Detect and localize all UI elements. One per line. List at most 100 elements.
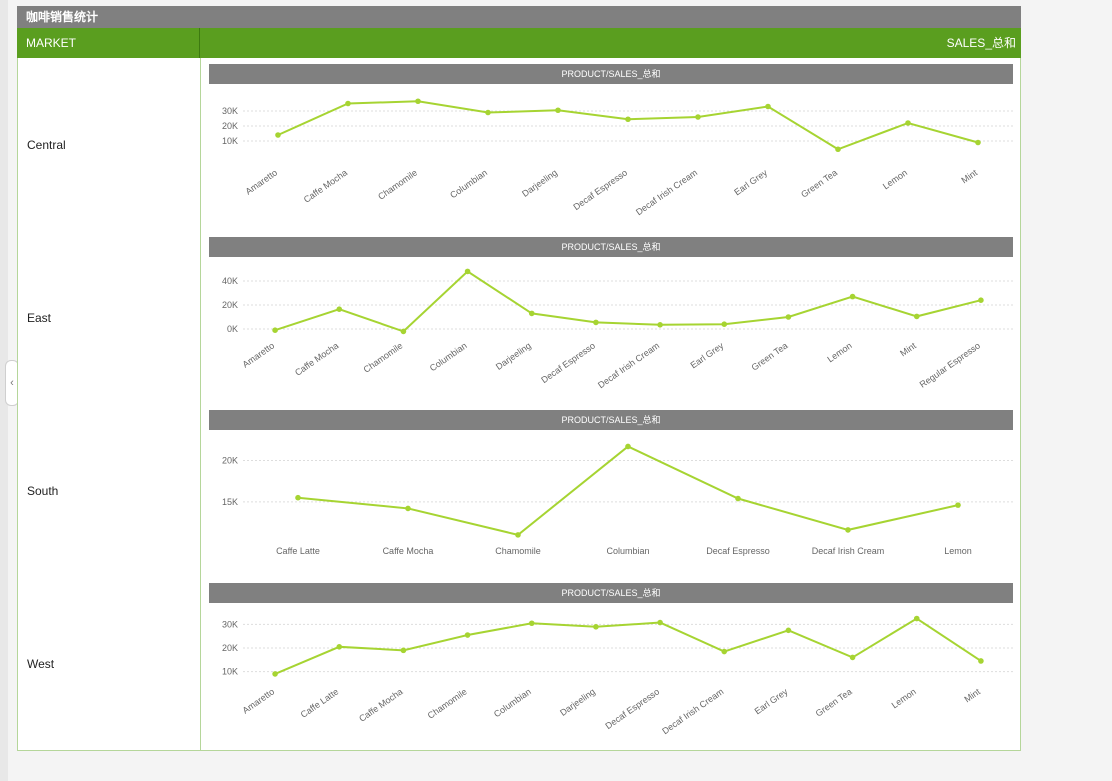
data-point: [785, 314, 792, 320]
data-point: [555, 107, 561, 114]
x-tick-label: Caffe Mocha: [383, 546, 434, 556]
x-tick-label: Decaf Espresso: [571, 167, 629, 212]
chart-title-bar: [209, 583, 1013, 603]
x-tick-label: Decaf Irish Cream: [596, 340, 661, 390]
y-tick-label: 15K: [222, 497, 238, 507]
data-point: [978, 297, 984, 303]
x-tick-label: Regular Espresso: [918, 340, 982, 389]
data-point: [721, 648, 728, 655]
x-tick-label: Columbian: [492, 686, 533, 719]
chart-title: PRODUCT/SALES_总和: [561, 587, 660, 598]
y-tick-label: 20K: [222, 121, 238, 131]
data-point: [835, 146, 841, 153]
data-point: [295, 494, 301, 501]
data-point: [405, 505, 411, 512]
y-tick-label: 10K: [222, 667, 238, 677]
series-line: [274, 617, 982, 675]
x-tick-label: Green Tea: [799, 167, 839, 199]
data-point: [400, 647, 407, 654]
chart-cell: PRODUCT/SALES_总和 15K 20K Caffe Latte Caffe M…: [201, 404, 1020, 577]
market-label: West: [27, 657, 55, 671]
data-point: [849, 293, 856, 300]
x-tick-label: Chamomile: [376, 167, 419, 201]
data-point: [275, 132, 281, 138]
data-point: [721, 321, 728, 327]
line-chart[interactable]: PRODUCT/SALES_总和 0K 20K 40K Amaretto Caffe Mo…: [201, 231, 1020, 404]
x-tick-label: Amaretto: [241, 686, 277, 715]
y-tick-label: 40K: [222, 276, 238, 286]
x-tick-label: Lemon: [825, 340, 853, 364]
chart-title: PRODUCT/SALES_总和: [561, 241, 660, 252]
y-tick-label: 10K: [222, 136, 238, 146]
x-tick-label: Darjeeling: [558, 686, 597, 717]
data-point: [485, 109, 491, 116]
data-point: [975, 139, 981, 146]
data-point: [528, 620, 535, 627]
data-point: [464, 632, 471, 638]
table-row: West PRODUCT/SALES_总和 10K 20K 30K Amaretto Ca…: [17, 577, 1021, 751]
data-point: [849, 654, 856, 661]
x-tick-label: Decaf Espresso: [539, 340, 597, 385]
x-tick-label: Caffe Latte: [276, 546, 320, 556]
market-cell: Central: [18, 58, 201, 231]
x-tick-label: Columbian: [428, 340, 469, 373]
data-point: [625, 116, 631, 123]
data-point: [528, 310, 535, 317]
chart-cell: PRODUCT/SALES_总和 10K 20K 30K Amaretto Caffe M…: [201, 58, 1020, 231]
market-label: East: [27, 311, 52, 325]
chart-cell: PRODUCT/SALES_总和 10K 20K 30K Amaretto Caffe L…: [201, 577, 1020, 750]
x-tick-label: Decaf Irish Cream: [660, 686, 725, 736]
data-point: [913, 313, 920, 320]
x-tick-label: Green Tea: [750, 340, 790, 372]
market-label: Central: [27, 138, 66, 152]
line-chart[interactable]: PRODUCT/SALES_总和 10K 20K 30K Amaretto Caffe M…: [201, 58, 1020, 231]
data-point: [955, 502, 961, 508]
header-divider: [199, 28, 200, 58]
data-point: [978, 658, 984, 664]
x-tick-label: Lemon: [890, 686, 918, 710]
x-tick-label: Amaretto: [243, 167, 279, 196]
header-sales[interactable]: SALES_总和: [946, 36, 1016, 50]
line-chart[interactable]: PRODUCT/SALES_总和 10K 20K 30K Amaretto Caffe L…: [201, 577, 1020, 750]
x-tick-label: Chamomile: [426, 686, 469, 720]
data-point: [400, 328, 407, 335]
x-tick-label: Caffe Mocha: [357, 686, 404, 723]
data-point: [415, 98, 421, 105]
x-tick-label: Decaf Espresso: [603, 686, 661, 731]
y-tick-label: 20K: [222, 643, 238, 653]
y-tick-label: 20K: [222, 456, 238, 466]
data-point: [272, 671, 278, 677]
data-point: [464, 268, 471, 275]
data-point: [657, 322, 663, 328]
x-tick-label: Earl Grey: [689, 340, 726, 370]
data-point: [593, 319, 599, 326]
line-chart[interactable]: PRODUCT/SALES_总和 15K 20K Caffe Latte Caffe M…: [201, 404, 1020, 577]
chart-title-bar: [209, 410, 1013, 430]
data-point: [515, 532, 521, 538]
x-tick-label: Caffe Latte: [299, 686, 341, 719]
table-row: East PRODUCT/SALES_总和 0K 20K 40K Amaretto Caf…: [17, 231, 1021, 405]
x-tick-label: Green Tea: [814, 686, 854, 718]
report-panel: 咖啡销售统计 MARKET SALES_总和 Central PRODUCT/S…: [17, 6, 1021, 751]
x-tick-label: Decaf Irish Cream: [812, 546, 885, 556]
table-header: MARKET SALES_总和: [17, 28, 1021, 58]
table-row: Central PRODUCT/SALES_总和 10K 20K 30K Amarett…: [17, 58, 1021, 232]
x-tick-label: Chamomile: [495, 546, 541, 556]
data-point: [905, 120, 911, 126]
data-point: [625, 443, 631, 450]
x-tick-label: Caffe Mocha: [293, 340, 340, 377]
data-point: [765, 103, 771, 110]
chart-title-bar: [209, 237, 1013, 257]
data-point: [593, 623, 599, 630]
data-point: [845, 527, 851, 533]
y-tick-label: 0K: [227, 324, 238, 334]
chart-title-bar: [209, 64, 1013, 84]
y-tick-label: 20K: [222, 300, 238, 310]
table-row: South PRODUCT/SALES_总和 15K 20K Caffe Latte C…: [17, 404, 1021, 578]
x-tick-label: Caffe Mocha: [302, 167, 349, 204]
data-point: [336, 306, 343, 312]
report-title: 咖啡销售统计: [17, 6, 1021, 28]
data-point: [336, 644, 343, 650]
header-market[interactable]: MARKET: [26, 36, 77, 50]
x-tick-label: Mint: [962, 686, 982, 704]
